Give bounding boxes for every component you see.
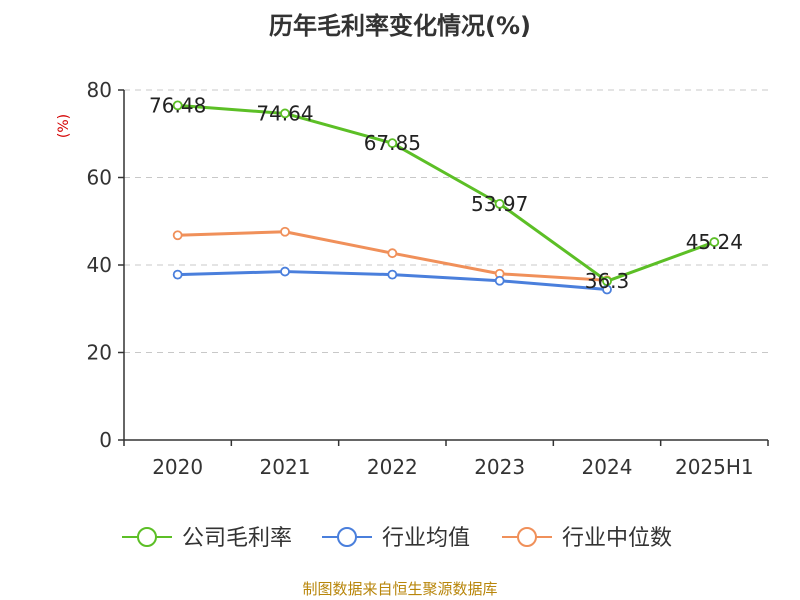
chart-title: 历年毛利率变化情况(%) (269, 12, 531, 40)
x-tick-label: 2020 (152, 455, 203, 479)
data-label: 67.85 (364, 131, 421, 155)
data-labels: 76.48 74.64 67.85 53.97 36.3 45.24 (149, 93, 743, 293)
axes: 0 20 40 60 80 2020 2021 2022 2023 2024 2025H1 (87, 78, 769, 479)
y-tick-label: 0 (99, 428, 112, 452)
data-point (387, 248, 398, 259)
legend-label: 行业均值 (382, 526, 470, 551)
y-tick-label: 20 (87, 341, 112, 365)
y-axis-label: (%) (56, 114, 72, 138)
y-tick-label: 80 (87, 78, 112, 102)
data-point (280, 266, 290, 277)
data-label: 36.3 (585, 269, 630, 293)
source-footer: 制图数据来自恒生聚源数据库 (302, 580, 498, 598)
x-tick-label: 2021 (260, 455, 311, 479)
x-tick-label: 2022 (367, 455, 418, 479)
data-point (387, 138, 398, 149)
legend-marker-icon (517, 527, 537, 547)
x-tick-label: 2024 (582, 455, 633, 479)
data-label: 76.48 (149, 93, 206, 117)
data-point (387, 269, 398, 280)
data-point (709, 237, 720, 247)
data-point (494, 198, 505, 209)
legend-marker-icon (137, 527, 157, 547)
series-layer (172, 100, 720, 295)
legend-marker-icon (337, 527, 357, 547)
data-label: 53.97 (471, 192, 528, 216)
data-point (602, 276, 612, 287)
legend-label: 公司毛利率 (182, 526, 292, 551)
x-tick-label: 2025H1 (675, 455, 754, 479)
data-point (172, 269, 183, 280)
data-label: 45.24 (686, 230, 743, 254)
data-point (172, 230, 183, 241)
y-tick-label: 40 (87, 253, 112, 277)
x-tick-label: 2023 (474, 455, 525, 479)
y-tick-label: 60 (87, 166, 112, 190)
legend: 公司毛利率 行业均值 行业中位数 (122, 526, 672, 551)
gridlines (124, 89, 768, 353)
data-label: 74.64 (256, 101, 313, 125)
data-point (172, 100, 183, 111)
data-point (494, 275, 505, 286)
series-line (177, 103, 715, 283)
data-point (280, 226, 290, 237)
data-point (280, 108, 290, 119)
legend-label: 行业中位数 (562, 526, 672, 551)
